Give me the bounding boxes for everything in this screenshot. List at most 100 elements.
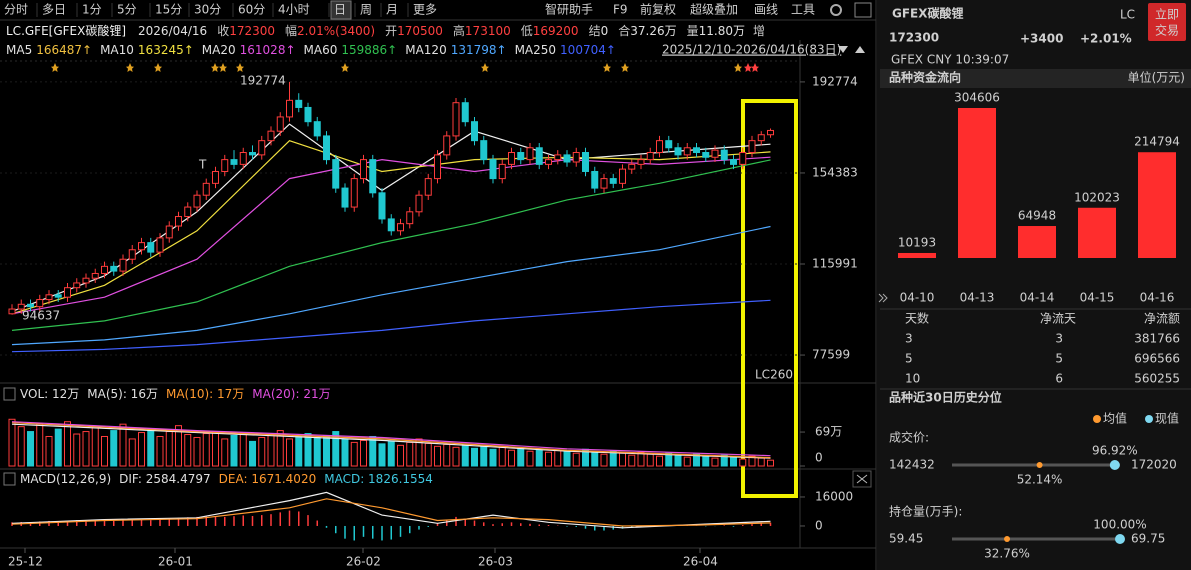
section-title: 品种资金流向 [889, 70, 961, 85]
volume-bar [711, 457, 719, 467]
close-button[interactable] [852, 470, 872, 488]
toolbar-action[interactable]: F9 [613, 3, 628, 17]
volume-bar [637, 451, 645, 467]
volume-bar [461, 444, 469, 467]
toolbar-tab[interactable]: 更多 [413, 3, 437, 17]
volume-bar [720, 454, 728, 467]
volume-bar [665, 452, 673, 467]
toolbar-tab[interactable]: 4小时 [278, 3, 310, 17]
ma-line [11, 299, 771, 353]
toolbar-tab[interactable]: 60分 [238, 3, 265, 17]
vol-legend: VOL: 12万 MA(5): 16万 MA(10): 17万 MA(20): 21万 [20, 387, 331, 401]
candle-body [720, 149, 728, 161]
ma-name: MA60 [304, 43, 338, 57]
range-down-icon[interactable] [838, 46, 848, 53]
change-pct: +2.01% [1080, 32, 1132, 46]
side-panel [877, 0, 1191, 570]
help-icon[interactable] [3, 472, 16, 486]
volume-bar [332, 431, 340, 467]
volume-bar [526, 450, 534, 467]
trade-button-label: 立即 [1155, 7, 1179, 22]
candle-body [730, 159, 737, 165]
toolbar-tab[interactable]: 月 [386, 3, 398, 17]
toolbar-tab[interactable]: 多日 [42, 3, 66, 17]
volume-bar [563, 450, 571, 467]
candle-body [387, 218, 395, 232]
volume-bar [452, 446, 460, 467]
candle-body [378, 192, 386, 220]
info-row: LC.GFE[GFEX碳酸锂] 2026/04/16 收172300 幅2.01%(3… [6, 23, 765, 38]
toolbar-tab[interactable]: 5分 [117, 3, 137, 17]
toolbar-tab[interactable]: 分时 [4, 3, 28, 17]
candle-body [17, 303, 25, 310]
current-dot [1109, 460, 1120, 470]
expand-icon[interactable] [878, 293, 888, 303]
candle-body [184, 206, 192, 218]
candle-body [637, 159, 645, 165]
section-header-bg [880, 389, 1191, 408]
ma-legend: MA5 166487↑ MA10 163245↑ MA20 161028↑ MA60 1598… [6, 43, 616, 57]
candle-body [258, 140, 266, 156]
settings-icon[interactable] [830, 4, 842, 16]
volume-bar [730, 456, 737, 467]
toolbar-tab[interactable]: 30分 [194, 3, 221, 17]
volume-bar [138, 432, 145, 467]
toolbar-tab[interactable]: 周 [360, 3, 372, 17]
candle-body [498, 163, 506, 180]
volume-bar [702, 455, 710, 467]
toolbar-action[interactable]: 超级叠加 [690, 2, 738, 17]
volume-bar [591, 451, 599, 467]
macd-legend: MACD(12,26,9) DIF: 2584.4797 DEA: 1671.402… [20, 472, 433, 486]
candle-body [665, 140, 673, 149]
ma-name: MA250 [515, 43, 556, 57]
toolbar-action[interactable]: 工具 [791, 3, 815, 17]
instrument-name: GFEX碳酸锂 [892, 6, 964, 21]
event-star [751, 63, 759, 72]
help-icon[interactable] [3, 387, 16, 401]
candle-body [267, 130, 275, 142]
volume-bar [369, 435, 377, 467]
candle-body [628, 163, 636, 170]
toolbar-tab[interactable]: 日 [334, 3, 346, 17]
candle-body [73, 282, 81, 289]
field-value: 11.80万 [699, 24, 745, 38]
wp-icon[interactable] [854, 2, 872, 18]
event-star [341, 63, 349, 72]
toolbar-action[interactable]: 画线 [754, 3, 778, 17]
candle-body [646, 152, 654, 161]
volume-bar [165, 431, 173, 467]
trade-button[interactable] [1148, 3, 1186, 41]
candle-body [674, 147, 682, 156]
range-min: 59.45 [889, 532, 923, 546]
volume-bar [249, 440, 256, 467]
volume-bar [8, 418, 16, 467]
ma-name: MA5 [6, 43, 32, 57]
toolbar-tab[interactable]: 1分 [82, 3, 102, 17]
highlight-box [741, 99, 798, 498]
volume-bar [101, 435, 108, 467]
candle-body [239, 152, 247, 165]
volume-bar [693, 453, 700, 467]
candle-body [286, 99, 293, 118]
toolbar-tab[interactable]: 15分 [155, 3, 182, 17]
legend-dot [1145, 415, 1153, 423]
candle-body [471, 121, 478, 142]
candle-body [480, 140, 488, 161]
range-up-icon[interactable] [855, 46, 865, 53]
candle-body [600, 178, 608, 189]
candle-body [702, 152, 710, 158]
volume-bar [313, 436, 321, 467]
volume-bar [757, 457, 765, 467]
toolbar-action[interactable]: 前复权 [640, 2, 676, 17]
candle-body [110, 265, 118, 272]
candle-body [434, 154, 441, 180]
x-tick-label: 26-02 [346, 555, 381, 569]
table-header: 天数 [905, 311, 929, 326]
ma-name: MA20 [202, 43, 236, 57]
flow-bar [898, 252, 936, 258]
date-range[interactable]: 2025/12/10-2026/04/16(83日) [662, 43, 841, 57]
volume-bar [17, 426, 25, 467]
candle-body [656, 140, 663, 154]
toolbar-action[interactable]: 智研助手 [545, 2, 593, 17]
macd-legend-item: MACD: 1826.1554 [324, 472, 433, 486]
